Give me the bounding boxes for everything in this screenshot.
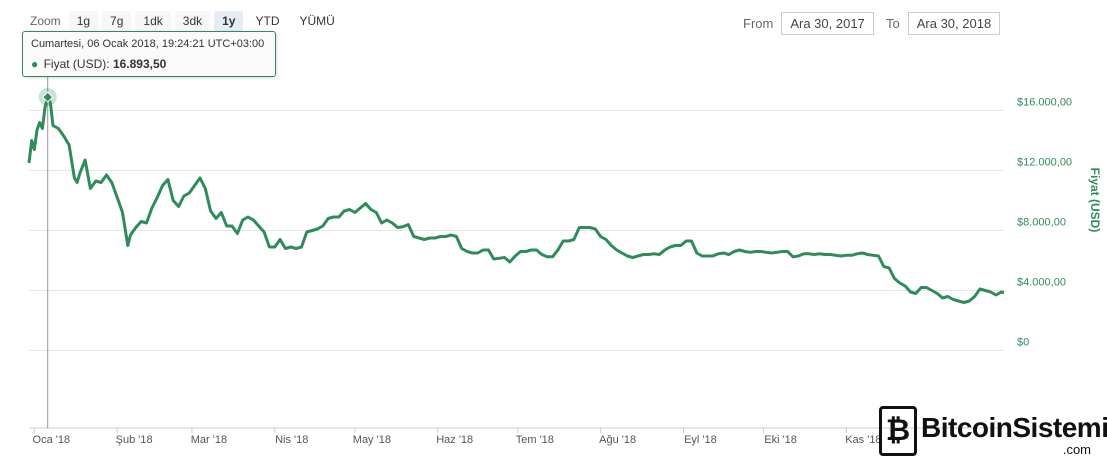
- tooltip-date: Cumartesi, 06 Ocak 2018, 19:24:21 UTC+03…: [31, 38, 265, 50]
- y-tick-label: $12.000,00: [1017, 157, 1072, 169]
- zoom-button-1y[interactable]: 1y: [214, 11, 244, 31]
- series-dot-icon: ●: [31, 57, 39, 71]
- zoom-button-1dk[interactable]: 1dk: [135, 11, 171, 31]
- watermark-suffix: .com: [1062, 442, 1091, 457]
- x-tick-label: Eyl '18: [684, 434, 717, 446]
- zoom-button-7g[interactable]: 7g: [102, 11, 132, 31]
- x-tick-label: Kas '18: [845, 434, 881, 446]
- grid-lines: [29, 110, 1004, 351]
- watermark-logo: ₿ BitcoinSistemi .com: [879, 404, 1107, 460]
- x-tick-label: May '18: [353, 434, 391, 446]
- bitcoin-logo-icon: ₿: [879, 406, 917, 456]
- highlight-point: [42, 91, 54, 103]
- x-tick-label: Oca '18: [33, 434, 71, 446]
- y-tick-label: $8.000,00: [1017, 217, 1066, 229]
- watermark-brand: BitcoinSistemi: [921, 412, 1107, 443]
- y-axis-title: Fiyat (USD): [1088, 168, 1102, 233]
- x-tick-label: Şub '18: [116, 434, 153, 446]
- y-tick-label: $0: [1017, 337, 1029, 349]
- x-axis-ticks: Oca '18 Şub '18 Mar '18 Nis '18 May '18 Haz '…: [29, 427, 1004, 446]
- zoom-toolbar: Zoom 1g 7g 1dk 3dk 1y YTD YÜMÜ: [0, 10, 347, 32]
- zoom-button-1g[interactable]: 1g: [68, 11, 99, 31]
- zoom-button-ytd[interactable]: YTD: [255, 14, 280, 28]
- tooltip-row: ● Fiyat (USD): 16.893,50: [31, 57, 267, 71]
- range-to-label: To: [886, 16, 900, 31]
- y-axis-ticks: $0 $4.000,00 $8.000,00 $12.000,00 $16.000,00: [1017, 97, 1072, 349]
- tooltip: Cumartesi, 06 Ocak 2018, 19:24:21 UTC+03…: [22, 31, 276, 77]
- range-to: To Ara 30, 2018: [886, 12, 1001, 35]
- x-tick-label: Nis '18: [275, 434, 308, 446]
- zoom-button-all[interactable]: YÜMÜ: [299, 14, 335, 28]
- y-tick-label: $4.000,00: [1017, 277, 1066, 289]
- x-tick-label: Eki '18: [764, 434, 797, 446]
- range-to-input[interactable]: Ara 30, 2018: [907, 12, 1001, 35]
- tooltip-value: 16.893,50: [112, 57, 167, 71]
- x-tick-label: Tem '18: [516, 434, 554, 446]
- range-from: From Ara 30, 2017: [743, 12, 874, 35]
- range-from-label: From: [743, 16, 774, 31]
- price-series-line: [27, 95, 1005, 304]
- zoom-label: Zoom: [30, 14, 61, 28]
- x-tick-label: Ağu '18: [599, 434, 636, 446]
- zoom-button-3dk[interactable]: 3dk: [174, 11, 211, 31]
- y-tick-label: $16.000,00: [1017, 97, 1072, 109]
- x-tick-label: Haz '18: [436, 434, 473, 446]
- x-tick-label: Mar '18: [191, 434, 227, 446]
- range-from-input[interactable]: Ara 30, 2017: [781, 12, 874, 35]
- tooltip-series-label: Fiyat (USD):: [43, 57, 110, 71]
